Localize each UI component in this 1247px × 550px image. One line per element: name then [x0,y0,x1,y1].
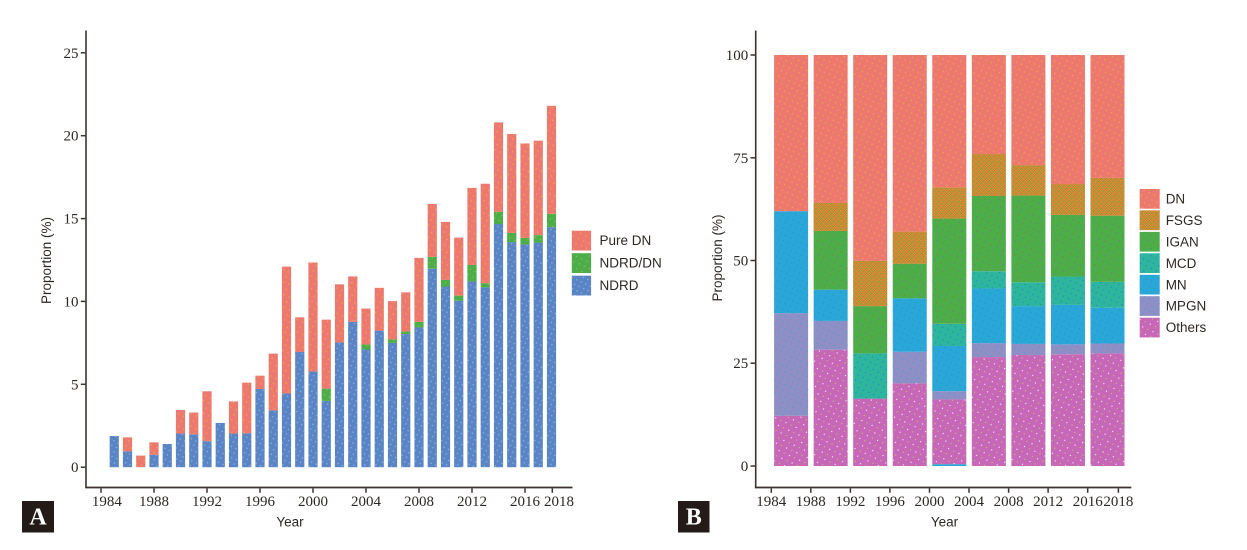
svg-text:20: 20 [64,129,79,145]
svg-text:2000: 2000 [298,494,328,510]
svg-text:2008: 2008 [404,494,434,510]
svg-text:2016: 2016 [1073,494,1104,510]
svg-text:Year: Year [276,515,304,530]
svg-text:1988: 1988 [139,494,169,510]
svg-text:2018: 2018 [1103,494,1133,510]
svg-text:1988: 1988 [796,494,826,510]
svg-text:MPGN: MPGN [1166,299,1207,314]
svg-text:0: 0 [71,460,79,476]
svg-text:2004: 2004 [954,494,985,510]
svg-text:1984: 1984 [756,494,787,510]
svg-text:Others: Others [1166,320,1207,335]
svg-text:1984: 1984 [92,494,123,510]
svg-text:NDRD: NDRD [600,278,639,293]
svg-text:100: 100 [726,48,749,64]
svg-text:Proportion (%): Proportion (%) [710,214,725,301]
svg-text:1992: 1992 [835,494,865,510]
svg-text:1992: 1992 [192,494,222,510]
svg-text:FSGS: FSGS [1166,213,1203,228]
svg-text:NDRD/DN: NDRD/DN [600,256,662,271]
svg-text:25: 25 [64,46,79,62]
svg-text:50: 50 [733,254,748,270]
svg-text:Pure DN: Pure DN [600,233,652,248]
svg-text:5: 5 [71,377,79,393]
svg-text:25: 25 [733,356,748,372]
svg-text:Year: Year [931,515,959,530]
svg-text:2012: 2012 [457,494,487,510]
svg-text:15: 15 [64,212,79,228]
svg-text:2016: 2016 [510,494,541,510]
svg-text:2008: 2008 [994,494,1024,510]
svg-text:2004: 2004 [351,494,382,510]
svg-text:2012: 2012 [1033,494,1063,510]
svg-text:10: 10 [64,294,79,310]
svg-text:IGAN: IGAN [1166,234,1199,249]
svg-text:DN: DN [1166,192,1186,207]
svg-text:B: B [686,505,702,531]
svg-text:1996: 1996 [875,494,906,510]
svg-text:2018: 2018 [544,494,574,510]
svg-text:75: 75 [733,151,748,167]
svg-text:2000: 2000 [915,494,945,510]
svg-text:A: A [29,505,47,531]
svg-text:MCD: MCD [1166,256,1197,271]
svg-text:MN: MN [1166,277,1187,292]
svg-text:Proportion (%): Proportion (%) [39,217,54,304]
svg-text:0: 0 [741,459,749,475]
svg-text:1996: 1996 [245,494,276,510]
